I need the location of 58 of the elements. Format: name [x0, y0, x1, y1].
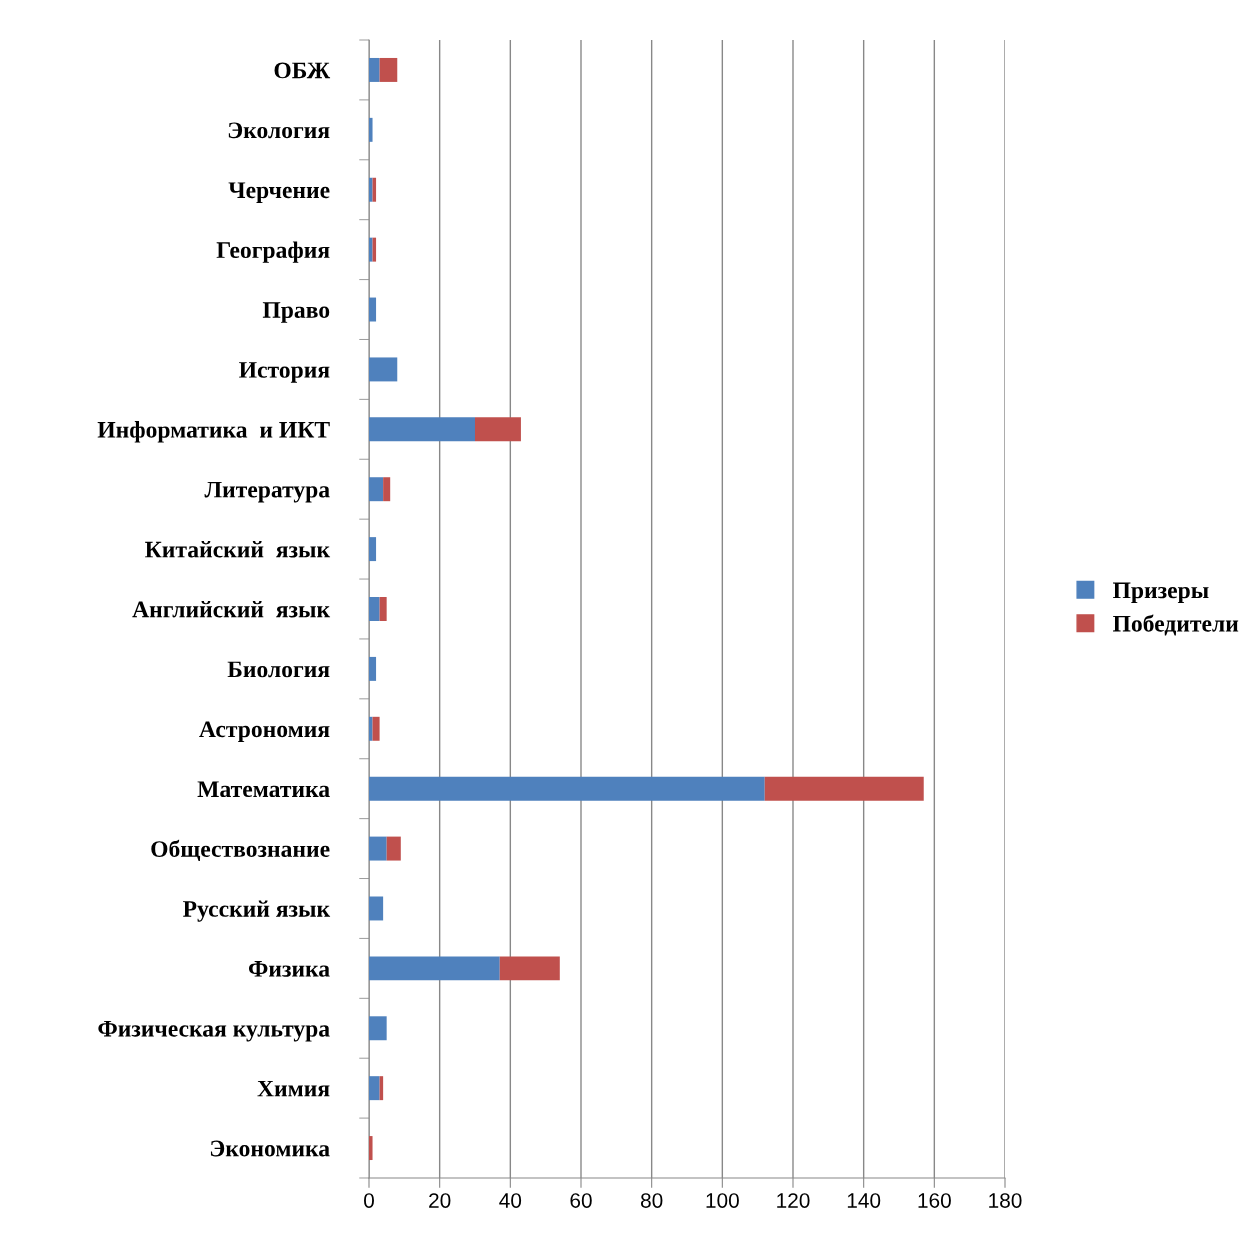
- bar: [372, 716, 380, 741]
- bar: [369, 956, 500, 981]
- x-tick-label: 100: [706, 1193, 739, 1208]
- y-tick-label: История: [239, 362, 330, 383]
- y-tick-label: Информатика и ИКТ: [97, 421, 330, 443]
- x-tick-label: 120: [777, 1193, 810, 1208]
- bar: [369, 776, 765, 801]
- y-tick-label: Физическая культура: [98, 1020, 330, 1042]
- bar: [369, 1076, 380, 1101]
- bar: [369, 237, 373, 262]
- bar: [383, 477, 391, 502]
- bar: [369, 896, 384, 921]
- y-tick-label: Русский язык: [183, 900, 331, 922]
- x-tick-label: 60: [570, 1193, 592, 1208]
- bar: [369, 117, 373, 142]
- bar: [369, 537, 377, 562]
- legend-label: Призеры: [1113, 582, 1209, 604]
- y-tick-label: Биология: [227, 661, 330, 678]
- bar: [386, 836, 401, 861]
- y-tick-label: Обществознание: [151, 839, 330, 861]
- x-tick-label: 160: [918, 1193, 951, 1208]
- y-tick-label: Черчение: [228, 182, 330, 203]
- bar: [369, 597, 380, 621]
- bar: [369, 477, 384, 502]
- bar: [499, 956, 560, 981]
- y-tick-label: Экономика: [210, 1140, 330, 1157]
- bar: [369, 656, 377, 681]
- bar: [369, 417, 475, 442]
- bar: [369, 716, 373, 741]
- bar: [369, 297, 377, 322]
- bar: [369, 1136, 373, 1161]
- bar: [379, 597, 387, 621]
- y-tick-label: Английский язык: [132, 600, 331, 618]
- x-tick-label: 80: [640, 1193, 663, 1208]
- y-tick-label: Право: [262, 302, 330, 323]
- bar: [369, 357, 398, 382]
- y-tick-label: Экология: [228, 122, 330, 139]
- bar: [369, 1016, 387, 1041]
- x-tick-label: 20: [429, 1193, 451, 1208]
- x-tick-label: 40: [499, 1193, 522, 1208]
- y-tick-label: ОБЖ: [274, 62, 331, 79]
- y-tick-label: Китайский язык: [145, 541, 331, 558]
- bar: [764, 776, 924, 801]
- bar: [369, 177, 373, 202]
- x-tick-label: 140: [847, 1193, 881, 1208]
- bar: [475, 417, 521, 442]
- bar: [379, 57, 398, 82]
- x-tick-label: 0: [364, 1193, 374, 1208]
- y-tick-label: Литература: [204, 481, 330, 503]
- y-tick-label: Химия: [257, 1080, 330, 1097]
- y-tick-label: Математика: [197, 781, 330, 798]
- y-tick-label: Астрономия: [199, 721, 330, 743]
- bar: [369, 836, 387, 861]
- legend-label: Победители: [1113, 614, 1239, 636]
- y-tick-label: Физика: [248, 961, 330, 977]
- bar: [369, 57, 380, 82]
- y-tick-label: География: [216, 241, 330, 263]
- x-tick-label: 180: [989, 1193, 1022, 1208]
